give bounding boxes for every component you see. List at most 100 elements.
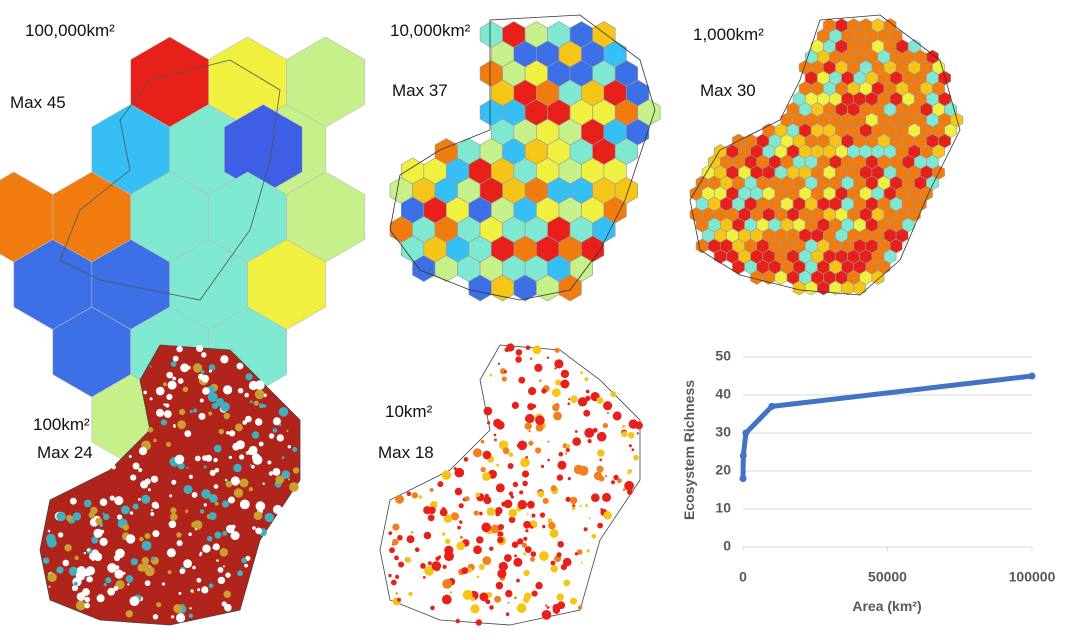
raster-spot [249,487,253,491]
raster-spot [566,448,570,452]
raster-spot [237,570,243,576]
raster-spot [145,479,151,485]
raster-spot [145,580,151,586]
raster-spot [143,391,147,395]
raster-spot [84,500,92,508]
raster-spot [586,390,590,394]
raster-spot [441,507,445,511]
raster-spot [239,454,244,459]
raster-spot [518,500,527,509]
raster-spot [178,592,181,595]
raster-spot [184,485,193,494]
raster-spot [508,452,513,457]
raster-spot [580,371,583,374]
raster-spot [444,551,454,561]
raster-spot [487,507,496,516]
raster-spot [535,416,545,426]
raster-spot [505,347,510,352]
raster-spot [163,382,167,386]
raster-spot [156,387,165,396]
raster-spot [237,363,244,370]
raster-spot [254,401,259,406]
raster-spot [141,495,150,504]
raster-spot [553,412,562,421]
raster-spot [201,375,209,383]
raster-spot [282,456,285,459]
raster-spot [508,509,517,518]
raster-spot [388,574,391,577]
raster-spot [127,583,129,585]
raster-spot [188,533,192,537]
raster-spot [523,552,526,555]
raster-spot [269,433,274,438]
raster-spot [224,591,231,598]
raster-spot [435,557,439,561]
raster-spot [289,482,299,492]
raster-spot [395,495,404,504]
raster-spot [189,475,193,479]
raster-spot [481,523,491,533]
raster-spot [504,554,512,562]
raster-spot [477,576,480,579]
raster-spot [597,466,604,473]
raster-spot [522,481,528,487]
raster-spot [496,582,504,590]
raster-spot [621,431,627,437]
raster-spot [130,511,133,514]
raster-spot [87,576,93,582]
raster-spot [214,532,221,539]
raster-spot [73,512,81,520]
raster-spot [84,552,86,554]
raster-spot [397,598,401,602]
raster-spot [269,471,273,475]
raster-spot [624,481,634,491]
raster-spot [483,451,492,460]
raster-spot [225,572,230,577]
raster-spot [611,480,615,484]
raster-spot [523,570,529,576]
panel-max: Max 37 [392,81,448,100]
raster-spot [222,531,227,536]
raster-spot [508,463,514,469]
raster-spot [126,610,133,617]
raster-spot [455,488,463,496]
raster-spot [554,367,556,369]
raster-spot [218,567,224,573]
raster-spot [408,592,412,596]
raster-spot [238,388,243,393]
raster-spot [133,463,140,470]
panel-max: Max 30 [700,81,756,100]
raster-spot [195,456,201,462]
raster-spot [165,403,169,407]
raster-spot [209,583,214,588]
raster-spot [100,538,108,546]
raster-spot [255,390,265,400]
raster-spot [603,423,608,428]
raster-spot [126,575,134,583]
raster-spot [580,505,582,507]
raster-spot [138,564,146,572]
raster-spot [187,366,191,370]
raster-spot [473,545,482,554]
raster-spot [512,402,519,409]
raster-spot [552,404,559,411]
raster-spot [557,541,564,548]
raster-spot [267,461,271,465]
raster-spot [76,601,86,611]
raster-spot [173,604,182,613]
raster-spot [479,512,483,516]
raster-spot [589,517,591,519]
raster-spot [627,489,633,495]
raster-spot [547,459,550,462]
raster-spot [603,401,612,410]
raster-spot [214,445,222,453]
raster-spot [476,619,482,625]
raster-spot [63,560,70,567]
raster-spot [501,502,506,507]
raster-spot [250,400,253,403]
raster-spot [241,558,247,564]
raster-spot [183,387,188,392]
raster-spot [599,476,605,482]
raster-spot [273,468,281,476]
raster-spot [568,477,571,480]
